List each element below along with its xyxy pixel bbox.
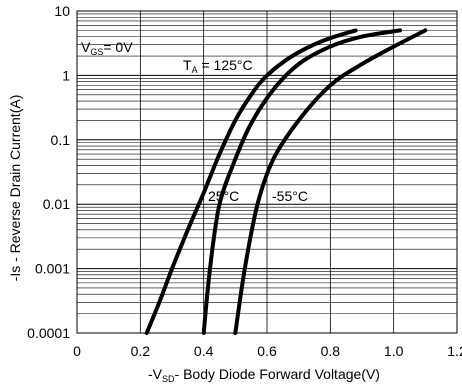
y-tick-label: 0.01 — [43, 196, 70, 212]
y-tick-label: 0.001 — [35, 261, 70, 277]
x-tick-label: 1.2 — [447, 343, 462, 359]
series-line-125°C — [144, 28, 358, 335]
x-tick-label: 0.8 — [321, 343, 341, 359]
grid — [77, 11, 457, 333]
x-axis-label: -VSD- Body Diode Forward Voltage(V) — [148, 366, 380, 384]
ta-annotation: TA = 125°C — [183, 57, 253, 75]
series-label-25c: 25°C — [208, 188, 239, 204]
y-tick-label: 0.0001 — [27, 325, 70, 341]
series-line-25°C — [201, 28, 402, 335]
plot-frame — [76, 10, 458, 334]
y-axis-label: -Is - Reverse Drain Current(A) — [7, 95, 23, 282]
x-tick-label: 0.2 — [131, 343, 151, 359]
series-line--55°C — [233, 28, 428, 335]
y-ticks: 0.0001 0.001 0.01 0.1 1 10 — [27, 3, 70, 341]
y-tick-label: 1 — [62, 67, 70, 83]
series-layer — [144, 28, 428, 335]
series-label-minus55c: -55°C — [272, 188, 308, 204]
x-tick-label: 0.4 — [194, 343, 214, 359]
x-tick-label: 0 — [73, 343, 81, 359]
x-ticks: 0 0.2 0.4 0.6 0.8 1.0 1.2 — [73, 343, 462, 359]
y-tick-label: 0.1 — [51, 132, 71, 148]
vgs-annotation: VGS= 0V — [81, 39, 133, 57]
x-tick-label: 0.6 — [257, 343, 277, 359]
x-tick-label: 1.0 — [384, 343, 404, 359]
y-tick-label: 10 — [54, 3, 70, 19]
